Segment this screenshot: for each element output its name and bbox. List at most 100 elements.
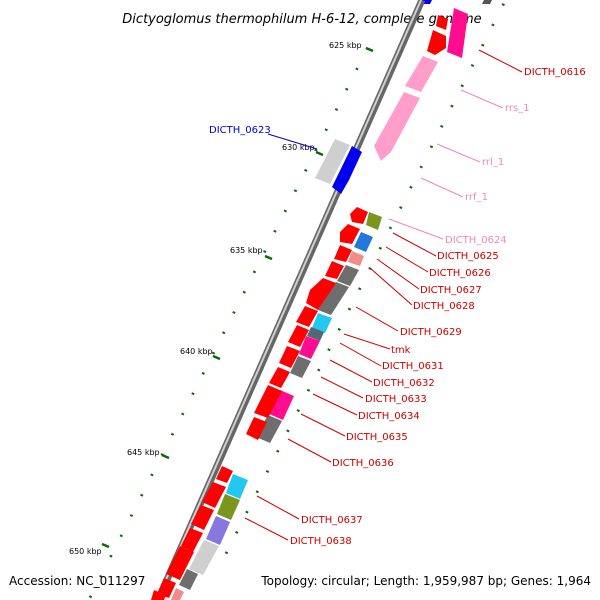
- minor-tick: [304, 168, 308, 172]
- inner-tick: [306, 388, 311, 392]
- minor-tick: [324, 128, 328, 132]
- inner-tick: [378, 246, 382, 250]
- label-dicth-0627: DICTH_0627: [420, 285, 482, 296]
- label-rrl-1: rrl_1: [482, 157, 504, 168]
- inner-tick: [286, 429, 290, 433]
- tick-marks: [88, 3, 505, 599]
- label-dicth-0626: DICTH_0626: [429, 268, 491, 279]
- minor-tick: [273, 229, 277, 233]
- label-dicth-0638: DICTH_0638: [290, 536, 352, 547]
- minor-tick: [334, 107, 339, 112]
- inner-tick: [245, 510, 249, 514]
- inner-tick: [491, 23, 495, 27]
- inner-tick: [388, 226, 393, 230]
- inner-tick: [276, 449, 280, 453]
- gene-0623: [332, 146, 362, 194]
- inner-tick: [450, 104, 454, 108]
- label-dicth-0623: DICTH_0623: [209, 125, 271, 136]
- minor-tick: [263, 250, 267, 254]
- major-ticks: [101, 46, 374, 549]
- leader-lines: [244, 49, 523, 541]
- minor-tick: [242, 290, 246, 294]
- minor-tick: [88, 595, 93, 599]
- label-dicth-0636: DICTH_0636: [332, 458, 394, 469]
- gene-0625: [354, 232, 373, 252]
- minor-tick: [232, 310, 236, 315]
- accession-text: Accession: NC_011297: [9, 574, 146, 588]
- label-dicth-0624: DICTH_0624: [445, 235, 507, 246]
- kbp-label-625: 625 kbp: [329, 41, 362, 50]
- features-left: [151, 139, 368, 600]
- minor-tick: [345, 87, 349, 91]
- gene-0640: [171, 588, 184, 600]
- gene-0628: [318, 282, 349, 315]
- inner-tick: [470, 63, 475, 68]
- kbp-label-650: 650 kbp: [69, 547, 102, 556]
- gene-0634: [269, 390, 294, 420]
- label-dicth-0629: DICTH_0629: [400, 327, 462, 338]
- label-dicth-0635: DICTH_0635: [346, 432, 408, 443]
- minor-tick: [181, 412, 185, 416]
- gene-0637: [226, 474, 248, 499]
- gene-0631: [299, 336, 320, 359]
- genome-backbone-highlight: [156, 0, 422, 600]
- minor-tick: [140, 493, 144, 497]
- inner-tick: [419, 165, 423, 169]
- label-dicth-0631: DICTH_0631: [382, 361, 444, 372]
- label-dicth-0628: DICTH_0628: [413, 301, 475, 312]
- inner-tick: [409, 185, 413, 189]
- inner-tick: [255, 490, 259, 494]
- kbp-label-645: 645 kbp: [127, 448, 160, 457]
- minor-tick: [293, 189, 298, 193]
- minor-tick: [150, 473, 154, 477]
- inner-tick: [327, 348, 331, 352]
- minor-tick: [99, 574, 103, 578]
- inner-tick: [460, 84, 464, 88]
- gene-0638: [206, 516, 230, 545]
- label-dicth-0632: DICTH_0632: [373, 378, 435, 389]
- inner-tick: [440, 124, 444, 128]
- kbp-label-640: 640 kbp: [180, 347, 213, 356]
- minor-tick: [191, 392, 195, 396]
- gene-0629: [312, 313, 332, 333]
- minor-tick: [314, 148, 318, 152]
- gene-0616-a: [427, 30, 446, 55]
- inner-tick: [429, 145, 434, 149]
- minor-tick: [355, 67, 359, 71]
- minor-tick: [201, 371, 205, 375]
- inner-tick: [235, 530, 239, 534]
- gene-labels: DICTH_0616 rrs_1 rrl_1 rrf_1 DICTH_0623 …: [209, 67, 586, 547]
- minor-tick: [283, 209, 287, 213]
- inner-tick: [224, 551, 229, 555]
- minor-tick: [109, 554, 113, 558]
- inner-tick: [501, 3, 505, 7]
- map-title: Dictyoglomus thermophilum H-6-12, comple…: [122, 12, 481, 27]
- gene-0616-b: [436, 15, 448, 30]
- top-grey-feature: [482, 0, 492, 4]
- inner-tick: [296, 409, 300, 413]
- minor-tick: [252, 270, 257, 274]
- label-rrf-1: rrf_1: [465, 192, 488, 203]
- label-dicth-0625: DICTH_0625: [437, 251, 499, 262]
- gene-0639: [179, 569, 198, 590]
- label-dicth-0634: DICTH_0634: [358, 411, 420, 422]
- label-rrs-1: rrs_1: [505, 103, 530, 114]
- features-right: [171, 8, 468, 600]
- gene-tmk: [307, 327, 324, 341]
- gene-rrl-1: [374, 92, 420, 161]
- gene-0626: [348, 251, 364, 266]
- inner-tick: [265, 469, 270, 474]
- gene-0635: [256, 415, 282, 443]
- gene-0637-b: [217, 494, 240, 520]
- label-dicth-0633: DICTH_0633: [365, 394, 427, 405]
- minor-tick: [211, 351, 216, 355]
- label-dicth-0616: DICTH_0616: [524, 67, 586, 78]
- minor-tick: [129, 513, 134, 518]
- gene-0624: [366, 212, 382, 230]
- inner-tick: [358, 287, 362, 291]
- minor-tick: [119, 534, 123, 538]
- minor-tick: [222, 331, 226, 335]
- gene-0622: [315, 139, 350, 184]
- label-tmk: tmk: [391, 345, 411, 356]
